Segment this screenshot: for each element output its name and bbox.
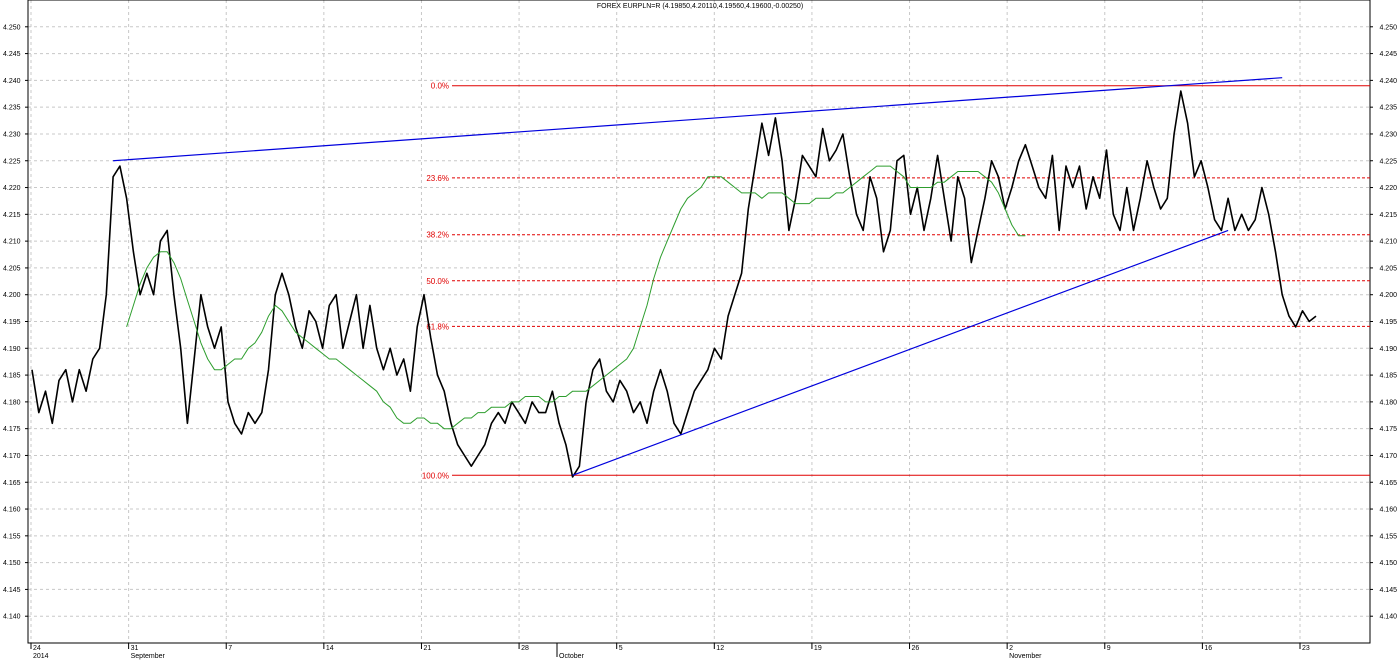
y-tick-label-right: 4.195 bbox=[1379, 319, 1397, 326]
y-tick-label-right: 4.150 bbox=[1379, 560, 1397, 567]
y-axis: 4.140 4.140 4.145 4.145 4.150 4.150 4.155 4.155… bbox=[3, 24, 1397, 620]
x-tick-label: 12 bbox=[716, 645, 724, 652]
y-tick-label-left: 4.220 bbox=[3, 185, 21, 192]
y-tick-label-right: 4.180 bbox=[1379, 399, 1397, 406]
x-tick-label: 23 bbox=[1302, 645, 1310, 652]
x-month-label: November bbox=[1009, 653, 1042, 660]
x-tick-label: 31 bbox=[131, 645, 139, 652]
fib-level-label: 61.8% bbox=[426, 322, 449, 331]
fib-level-label: 0.0% bbox=[431, 82, 449, 91]
x-tick-label: 26 bbox=[912, 645, 920, 652]
y-tick-label-right: 4.200 bbox=[1379, 292, 1397, 299]
trendline bbox=[113, 77, 1283, 162]
y-tick-label-left: 4.170 bbox=[3, 453, 21, 460]
y-tick-label-left: 4.175 bbox=[3, 426, 21, 433]
x-tick-label: 2 bbox=[1009, 645, 1013, 652]
y-tick-label-right: 4.225 bbox=[1379, 158, 1397, 165]
y-tick-label-right: 4.190 bbox=[1379, 346, 1397, 353]
y-tick-label-left: 4.210 bbox=[3, 239, 21, 246]
y-tick-label-right: 4.155 bbox=[1379, 533, 1397, 540]
y-tick-label-right: 4.170 bbox=[1379, 453, 1397, 460]
moving-average-line bbox=[126, 165, 1026, 430]
x-tick-label: 14 bbox=[326, 645, 334, 652]
y-tick-label-left: 4.240 bbox=[3, 78, 21, 85]
fib-level-label: 23.6% bbox=[426, 174, 449, 183]
y-tick-label-right: 4.235 bbox=[1379, 105, 1397, 112]
y-tick-label-right: 4.165 bbox=[1379, 480, 1397, 487]
y-tick-label-left: 4.230 bbox=[3, 131, 21, 138]
y-tick-label-left: 4.140 bbox=[3, 614, 21, 621]
y-tick-label-right: 4.145 bbox=[1379, 587, 1397, 594]
y-tick-label-right: 4.215 bbox=[1379, 212, 1397, 219]
fib-level-label: 100.0% bbox=[422, 471, 449, 480]
y-tick-label-right: 4.240 bbox=[1379, 78, 1397, 85]
y-tick-label-left: 4.195 bbox=[3, 319, 21, 326]
x-tick-label: 16 bbox=[1204, 645, 1212, 652]
fib-level-label: 50.0% bbox=[426, 277, 449, 286]
y-tick-label-right: 4.250 bbox=[1379, 24, 1397, 31]
y-tick-label-left: 4.145 bbox=[3, 587, 21, 594]
x-tick-label: 21 bbox=[423, 645, 431, 652]
x-tick-label: 19 bbox=[814, 645, 822, 652]
gridlines bbox=[28, 0, 1370, 643]
x-tick-label: 5 bbox=[619, 645, 623, 652]
y-tick-label-left: 4.200 bbox=[3, 292, 21, 299]
fib-level-label: 38.2% bbox=[426, 231, 449, 240]
y-tick-label-right: 4.175 bbox=[1379, 426, 1397, 433]
x-tick-label: 24 bbox=[33, 645, 41, 652]
y-tick-label-left: 4.185 bbox=[3, 373, 21, 380]
trendlines bbox=[113, 77, 1283, 476]
y-tick-label-left: 4.245 bbox=[3, 51, 21, 58]
x-month-label: September bbox=[131, 653, 166, 660]
x-month-label: 2014 bbox=[33, 653, 49, 660]
chart-title: FOREX EURPLN=R (4.19850,4.20110,4.19560,… bbox=[597, 3, 803, 10]
y-tick-label-right: 4.185 bbox=[1379, 373, 1397, 380]
y-tick-label-left: 4.180 bbox=[3, 399, 21, 406]
y-tick-label-left: 4.150 bbox=[3, 560, 21, 567]
x-tick-label: 7 bbox=[228, 645, 232, 652]
y-tick-label-right: 4.220 bbox=[1379, 185, 1397, 192]
trendline bbox=[572, 229, 1229, 476]
y-tick-label-right: 4.245 bbox=[1379, 51, 1397, 58]
y-tick-label-left: 4.160 bbox=[3, 507, 21, 514]
series-layer bbox=[31, 90, 1317, 478]
price-line bbox=[31, 90, 1317, 478]
y-tick-label-right: 4.230 bbox=[1379, 131, 1397, 138]
y-tick-label-left: 4.205 bbox=[3, 265, 21, 272]
y-tick-label-left: 4.250 bbox=[3, 24, 21, 31]
y-tick-label-left: 4.165 bbox=[3, 480, 21, 487]
y-tick-label-left: 4.235 bbox=[3, 105, 21, 112]
y-tick-label-left: 4.155 bbox=[3, 533, 21, 540]
y-tick-label-right: 4.160 bbox=[1379, 507, 1397, 514]
y-tick-label-left: 4.225 bbox=[3, 158, 21, 165]
y-tick-label-right: 4.140 bbox=[1379, 614, 1397, 621]
y-tick-label-right: 4.205 bbox=[1379, 265, 1397, 272]
x-tick-label: 9 bbox=[1107, 645, 1111, 652]
y-tick-label-right: 4.210 bbox=[1379, 239, 1397, 246]
y-tick-label-left: 4.190 bbox=[3, 346, 21, 353]
x-month-label: October bbox=[559, 653, 585, 660]
y-tick-label-left: 4.215 bbox=[3, 212, 21, 219]
x-tick-label: 28 bbox=[521, 645, 529, 652]
